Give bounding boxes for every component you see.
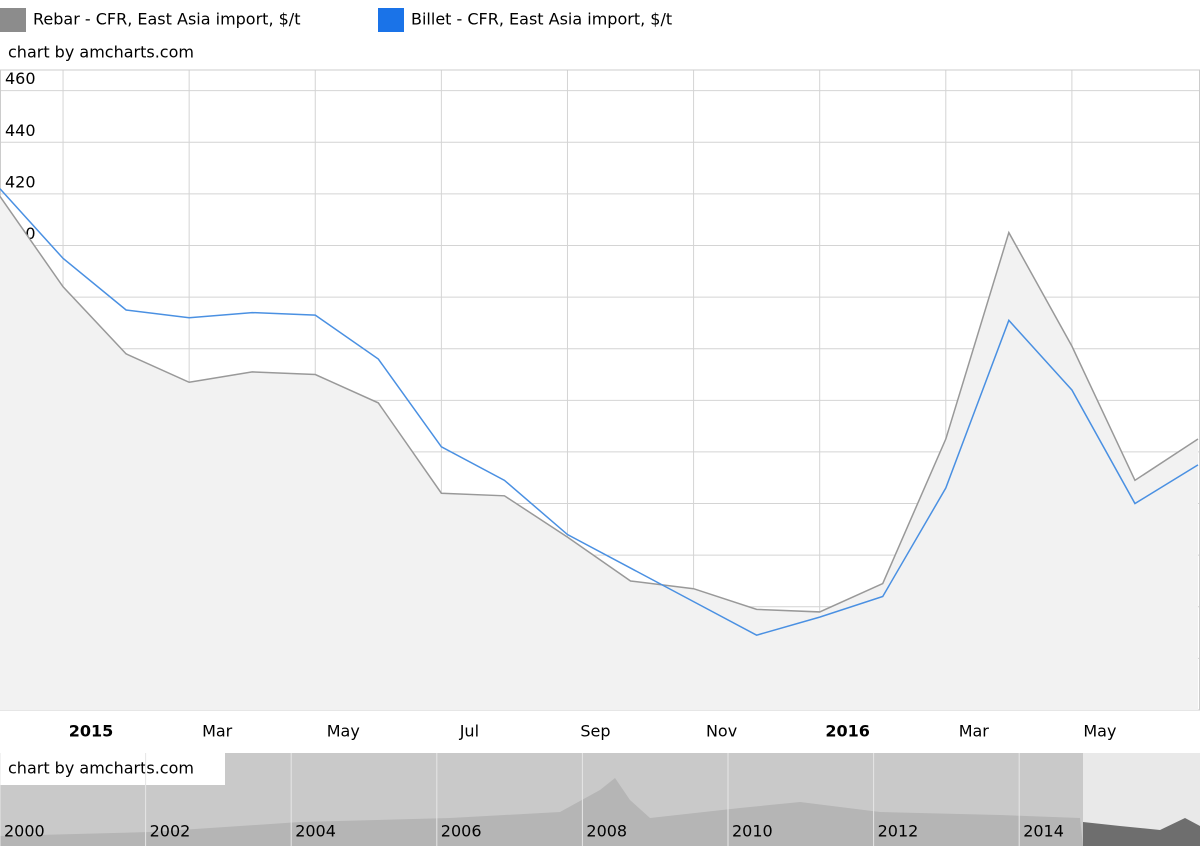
line: [0, 188, 1199, 636]
x-tick-label: May: [327, 722, 360, 741]
legend-swatch[interactable]: [0, 8, 26, 32]
x-tick-label: Jul: [459, 722, 479, 741]
navigator-selected-area: [1083, 818, 1200, 846]
navigator-label: 2008: [586, 822, 627, 841]
navigator-label: 2004: [295, 822, 336, 841]
x-tick-label: Sep: [580, 722, 610, 741]
credit[interactable]: chart by amcharts.com: [8, 43, 194, 62]
navigator-label: 2014: [1023, 822, 1064, 841]
x-tick-label: Nov: [706, 722, 737, 741]
navigator-label: 2012: [878, 822, 919, 841]
legend-label[interactable]: Rebar - CFR, East Asia import, $/t: [33, 10, 300, 29]
credit-box: [0, 753, 225, 785]
x-tick-label: 2016: [825, 722, 870, 741]
x-tick-label: Mar: [959, 722, 990, 741]
y-tick-label: 460: [5, 69, 36, 88]
area: [0, 196, 1198, 711]
plot-area: 2202402602803003203403603804004204404602…: [0, 69, 1200, 741]
navigator: chart by amcharts.com 2000 2002 2004 2006 20…: [0, 753, 1200, 846]
x-tick-label: Mar: [202, 722, 233, 741]
navigator-label: 2010: [732, 822, 773, 841]
credit[interactable]: chart by amcharts.com: [8, 759, 194, 778]
navigator-label: 2002: [150, 822, 191, 841]
navigator-area: [0, 778, 1083, 846]
legend-label[interactable]: Billet - CFR, East Asia import, $/t: [411, 10, 672, 29]
navigator-label: 2006: [441, 822, 482, 841]
navigator-label: 2000: [4, 822, 45, 841]
credit-box: [0, 40, 222, 66]
legend-swatch[interactable]: [378, 8, 404, 32]
x-tick-label: 2015: [69, 722, 114, 741]
y-tick-label: 440: [5, 121, 36, 140]
y-tick-label: 420: [5, 172, 36, 191]
x-tick-label: May: [1083, 722, 1116, 741]
line: [0, 196, 1199, 613]
